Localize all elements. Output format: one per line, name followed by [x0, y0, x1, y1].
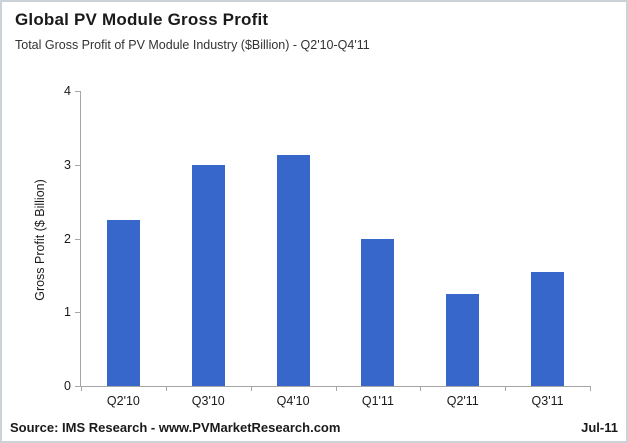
- x-axis-label: Q2'11: [446, 394, 479, 408]
- y-axis-tick-label: 3: [64, 157, 71, 172]
- source-credit: Source: IMS Research - www.PVMarketResea…: [10, 420, 341, 435]
- bar-q210: [106, 220, 140, 386]
- y-axis-tick-label: 2: [64, 231, 71, 246]
- x-axis-label: Q3'10: [191, 394, 225, 408]
- y-axis-tick-label: 1: [64, 305, 71, 320]
- x-axis-label: Q3'11: [531, 394, 564, 408]
- bar-q111: [361, 238, 395, 386]
- y-axis-tick: [75, 312, 80, 314]
- y-axis-tick: [75, 238, 80, 240]
- x-axis-label: Q2'10: [106, 394, 140, 408]
- chart-subtitle: Total Gross Profit of PV Module Industry…: [15, 38, 370, 52]
- x-axis-tick: [81, 386, 82, 391]
- date-stamp: Jul-11: [581, 420, 618, 435]
- x-axis-label: Q1'11: [361, 394, 394, 408]
- x-axis-tick: [590, 386, 591, 391]
- footer: Source: IMS Research - www.PVMarketResea…: [10, 420, 618, 435]
- y-axis-tick: [75, 91, 80, 92]
- x-axis-tick: [165, 386, 167, 391]
- y-axis-tick-label: 0: [64, 379, 71, 393]
- x-axis-label: Q4'10: [276, 394, 310, 408]
- x-axis-tick: [505, 386, 507, 391]
- x-axis-tick: [420, 386, 422, 391]
- x-axis-tick: [250, 386, 252, 391]
- y-axis-tick: [75, 386, 80, 387]
- bar-q310: [191, 164, 225, 386]
- bar-q211: [446, 293, 480, 386]
- y-axis-tick: [75, 164, 80, 166]
- bar-q410: [276, 155, 310, 386]
- page-title: Global PV Module Gross Profit: [15, 10, 269, 29]
- x-axis-tick: [335, 386, 337, 391]
- y-axis-tick-label: 4: [64, 84, 71, 98]
- plot-area: 0 1 2 3 4 Q2'10 Q3'10 Q4'10 Q1'11 Q2'11 Q3'11: [64, 84, 591, 408]
- bar-q311: [531, 271, 565, 386]
